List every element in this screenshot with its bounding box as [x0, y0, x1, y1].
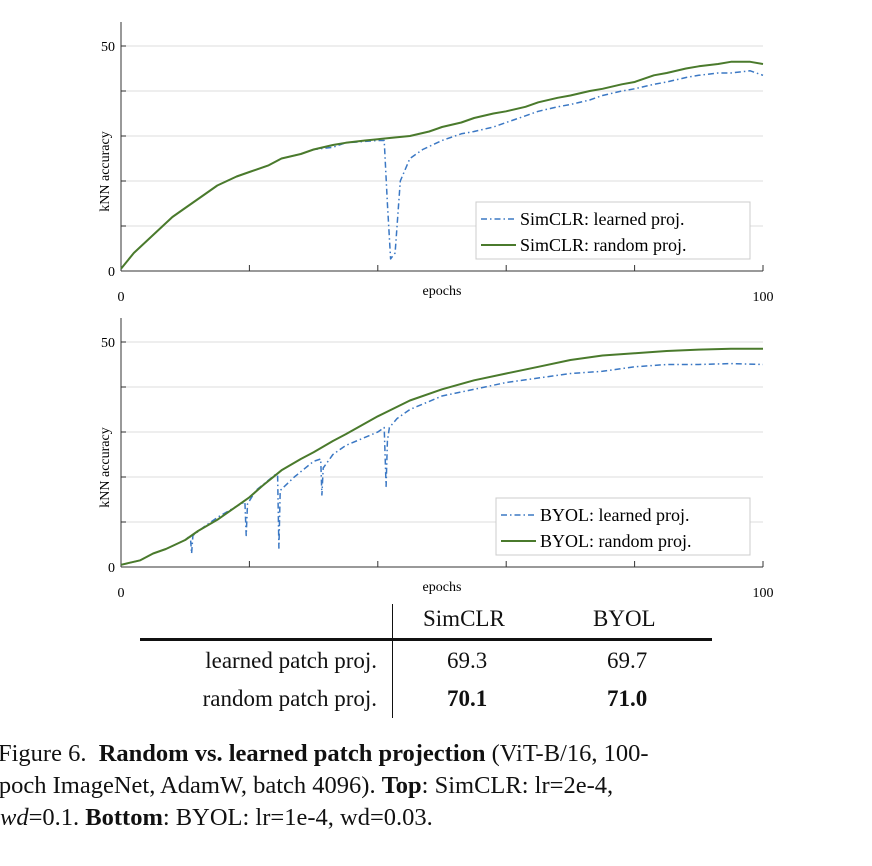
cell: 70.1: [447, 686, 488, 711]
legend-label: BYOL: random proj.: [540, 531, 691, 551]
legend-label: BYOL: learned proj.: [540, 505, 689, 525]
y-tick-label: 0: [108, 561, 115, 576]
x-axis-label: epochs: [423, 284, 462, 299]
x-tick-label: 100: [753, 586, 774, 600]
y-axis-label: kNN accuracy: [98, 427, 113, 507]
chart-1: 0 50 0 100 epochs kNN accuracy BYOL: learned p…: [98, 318, 774, 600]
figure-caption: Figure 6. Random vs. learned patch proje…: [0, 738, 872, 834]
table-divider: [392, 604, 393, 718]
caption-text: : BYOL: lr=1e-4, wd=0.03.: [162, 804, 433, 831]
series-line-1: [120, 60, 764, 270]
chart-0: 0 50 0 100 epochs kNN accuracy SimCLR: learned…: [98, 22, 774, 305]
table-rule: [140, 638, 712, 641]
caption-top: Top: [381, 772, 422, 799]
caption-text: : SimCLR: lr=2e-4,: [421, 772, 614, 799]
figure-label: Figure 6.: [0, 740, 87, 767]
cell: 71.0: [607, 686, 648, 711]
caption-text: =0.1.: [28, 804, 86, 831]
caption-text: wd: [0, 804, 29, 831]
legend-label: SimCLR: random proj.: [520, 235, 687, 255]
row-label: random patch proj.: [202, 686, 377, 711]
y-tick-label: 50: [101, 336, 115, 351]
caption-bottom: Bottom: [85, 804, 163, 831]
x-axis-label: epochs: [423, 580, 462, 595]
header-simclr: SimCLR: [423, 606, 505, 631]
cell: 69.3: [447, 648, 488, 673]
legend-label: SimCLR: learned proj.: [520, 209, 684, 229]
x-tick-label: 0: [118, 290, 125, 305]
y-tick-label: 0: [108, 265, 115, 280]
cell: 69.7: [607, 648, 648, 673]
x-tick-label: 100: [753, 290, 774, 305]
y-axis-label: kNN accuracy: [98, 131, 113, 211]
header-byol: BYOL: [593, 606, 656, 631]
caption-text: (ViT-B/16, 100-: [485, 740, 649, 767]
caption-title: Random vs. learned patch projection: [98, 740, 486, 767]
legend: [495, 497, 751, 556]
x-tick-label: 0: [118, 586, 125, 600]
legend: [475, 201, 751, 260]
charts: 0 50 0 100 epochs kNN accuracy SimCLR: learned…: [98, 22, 774, 600]
row-label: learned patch proj.: [205, 648, 377, 673]
y-tick-label: 50: [101, 40, 115, 55]
series-line-1: [120, 347, 763, 566]
caption-text: epoch ImageNet, AdamW, batch 4096).: [0, 772, 382, 799]
